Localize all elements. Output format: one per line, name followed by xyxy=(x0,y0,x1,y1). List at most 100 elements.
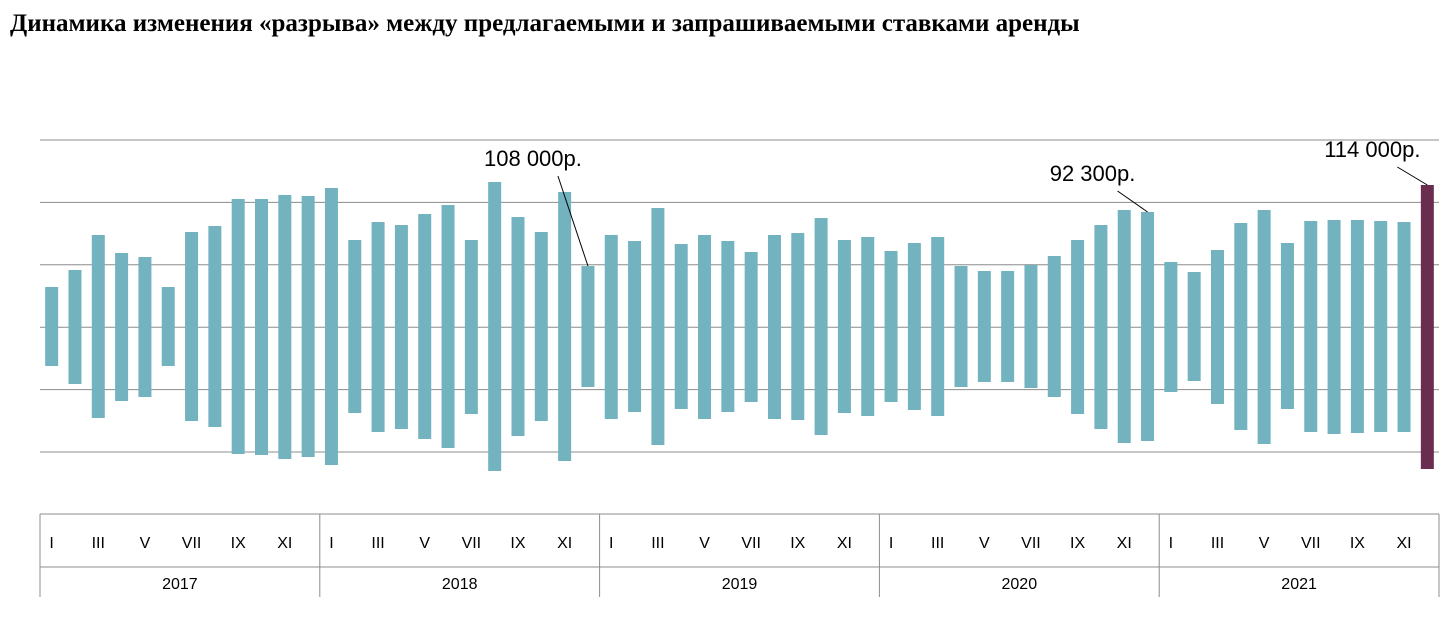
range-bar xyxy=(348,240,362,413)
range-bar xyxy=(511,217,525,436)
range-bar xyxy=(371,222,385,432)
month-tick-label: VII xyxy=(1021,535,1041,552)
month-tick-label: V xyxy=(1259,535,1270,552)
month-tick-label: IX xyxy=(1350,535,1365,552)
range-bar xyxy=(441,205,455,448)
month-tick-label: V xyxy=(140,535,151,552)
month-tick-label: V xyxy=(419,535,430,552)
month-tick-label: I xyxy=(49,535,53,552)
range-bar xyxy=(208,226,222,427)
range-bar xyxy=(767,235,781,419)
range-bar xyxy=(744,252,758,402)
range-bar xyxy=(1141,212,1155,441)
range-bar xyxy=(324,188,338,465)
month-tick-label: III xyxy=(651,535,664,552)
year-label: 2017 xyxy=(162,576,198,593)
month-tick-label: IX xyxy=(790,535,805,552)
range-bar xyxy=(558,192,572,461)
month-tick-label: III xyxy=(92,535,105,552)
month-tick-label: I xyxy=(889,535,893,552)
month-tick-label: VII xyxy=(741,535,761,552)
range-bar xyxy=(977,271,991,382)
range-bar xyxy=(791,233,805,420)
range-bar xyxy=(255,199,269,455)
range-bar xyxy=(1187,272,1201,381)
range-bar xyxy=(954,266,968,387)
range-bar xyxy=(1164,262,1178,392)
range-bar-highlight xyxy=(1420,185,1434,469)
range-bar xyxy=(1234,223,1248,430)
month-tick-label: V xyxy=(699,535,710,552)
annotation-label: 114 000р. xyxy=(1324,137,1420,162)
month-tick-label: V xyxy=(979,535,990,552)
range-bar xyxy=(721,241,735,412)
month-tick-label: VII xyxy=(1301,535,1321,552)
month-tick-label: I xyxy=(329,535,333,552)
range-bar xyxy=(581,266,595,387)
month-tick-label: XI xyxy=(1117,535,1132,552)
month-tick-label: XI xyxy=(277,535,292,552)
annotation-leader xyxy=(557,175,589,267)
range-bar xyxy=(45,287,59,366)
range-bar xyxy=(1397,222,1411,432)
range-bar xyxy=(1374,221,1388,432)
range-bar xyxy=(534,232,548,421)
month-tick-label: IX xyxy=(231,535,246,552)
range-bar xyxy=(698,235,712,419)
annotations: 108 000р. 92 300р. 114 000р. xyxy=(484,137,1428,267)
range-bar xyxy=(674,244,688,409)
range-bar xyxy=(68,270,82,384)
range-bar xyxy=(907,243,921,410)
range-bar xyxy=(837,240,851,413)
range-bar xyxy=(418,214,432,439)
range-bar xyxy=(231,199,245,454)
range-bar xyxy=(931,237,945,416)
range-bar xyxy=(1257,210,1271,444)
annotation-leader xyxy=(1117,190,1148,213)
gridlines xyxy=(40,139,1439,453)
range-bar xyxy=(861,237,875,416)
range-bar xyxy=(1024,265,1038,388)
month-tick-label: IX xyxy=(510,535,525,552)
range-bar xyxy=(91,235,105,418)
month-tick-label: I xyxy=(609,535,613,552)
range-bar xyxy=(1304,221,1318,432)
month-tick-label: III xyxy=(931,535,944,552)
range-bar xyxy=(1117,210,1131,443)
range-bar xyxy=(464,240,478,414)
range-bar xyxy=(1327,220,1341,434)
range-bar xyxy=(884,251,898,402)
range-bar xyxy=(814,218,828,435)
range-bar xyxy=(185,232,199,421)
range-bars xyxy=(45,182,1434,471)
range-bar xyxy=(394,225,408,429)
month-tick-label: VII xyxy=(462,535,482,552)
annotation-label: 92 300р. xyxy=(1050,161,1136,186)
range-bar xyxy=(1001,271,1015,382)
annotation-leader xyxy=(1397,166,1428,186)
month-tick-label: VII xyxy=(182,535,202,552)
range-bar xyxy=(161,287,175,366)
month-tick-label: XI xyxy=(837,535,852,552)
range-bar xyxy=(138,257,152,397)
year-label: 2020 xyxy=(1002,576,1038,593)
month-tick-label: III xyxy=(371,535,384,552)
chart-title: Динамика изменения «разрыва» между предл… xyxy=(10,10,1080,37)
range-bar xyxy=(628,241,642,412)
month-tick-label: IX xyxy=(1070,535,1085,552)
range-bar xyxy=(1071,240,1085,414)
range-bar xyxy=(604,235,618,419)
year-label: 2021 xyxy=(1281,576,1317,593)
range-bar xyxy=(1350,220,1364,433)
range-bar xyxy=(488,182,502,471)
range-bar xyxy=(651,208,665,445)
range-bar xyxy=(1094,225,1108,429)
range-bar xyxy=(1280,243,1294,409)
range-bar xyxy=(278,195,292,459)
annotation-label: 108 000р. xyxy=(484,146,582,171)
month-tick-label: XI xyxy=(1396,535,1411,552)
range-bar xyxy=(1047,256,1061,397)
month-tick-label: III xyxy=(1211,535,1224,552)
